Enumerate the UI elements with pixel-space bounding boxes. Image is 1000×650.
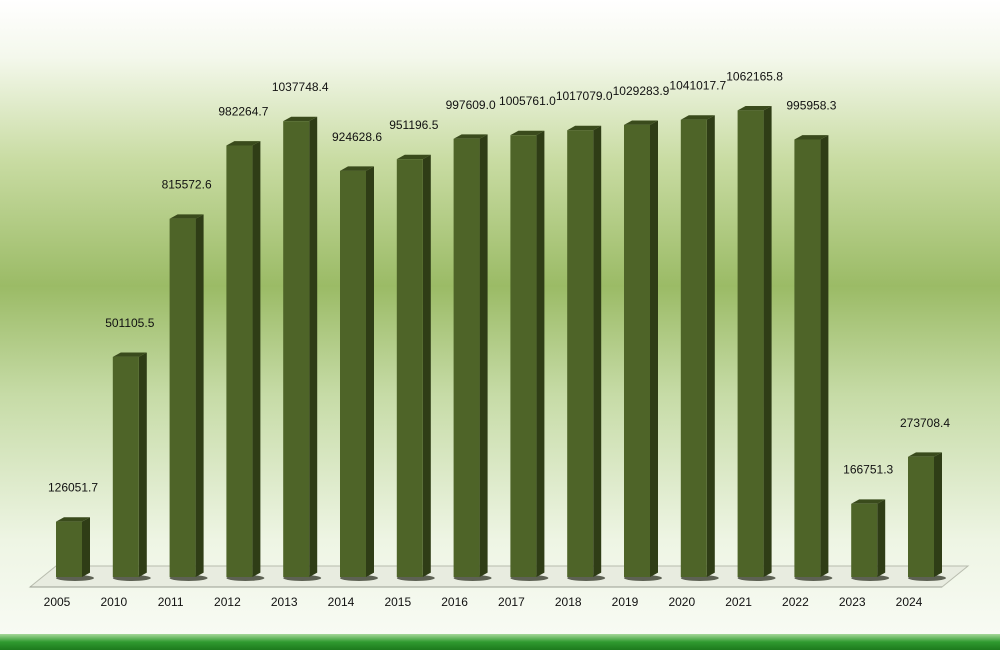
x-tick-2024: 2024	[896, 595, 923, 609]
bar-2005	[56, 521, 82, 577]
bar-side	[593, 125, 602, 578]
bar-top	[794, 135, 829, 140]
bar-2016	[453, 138, 480, 577]
x-tick-2015: 2015	[384, 595, 411, 609]
bar-2024	[908, 456, 934, 577]
x-tick-2019: 2019	[612, 595, 639, 609]
x-tick-2005: 2005	[44, 595, 71, 609]
value-label-2023: 166751.3	[843, 463, 893, 477]
bar-side	[422, 154, 431, 577]
bar-top	[567, 125, 602, 131]
bars-group	[56, 106, 946, 581]
x-tick-2011: 2011	[158, 595, 184, 609]
value-label-2017: 1005761.0	[499, 94, 556, 108]
value-label-2010: 501105.5	[105, 316, 154, 330]
bar-top	[680, 115, 715, 120]
bar-2022	[794, 139, 821, 577]
x-tick-2021: 2021	[725, 595, 752, 609]
bar-side	[650, 120, 658, 577]
value-label-2019: 1029283.9	[613, 84, 670, 98]
bar-2017	[510, 135, 537, 577]
value-label-2013: 1037748.4	[272, 80, 329, 94]
value-label-2011: 815572.6	[162, 178, 212, 192]
x-tick-2017: 2017	[498, 595, 525, 609]
bar-top	[340, 166, 374, 171]
bar-top	[112, 352, 147, 357]
bottom-band	[0, 634, 1000, 650]
x-axis-ticks: 2005 2010 2011 2012 2013 2014 2015 2016 2017 2018…	[44, 595, 923, 609]
x-tick-2016: 2016	[441, 595, 468, 609]
x-tick-2010: 2010	[100, 595, 127, 609]
bar-top	[851, 499, 886, 504]
bar-2010	[112, 356, 139, 577]
chart-background	[0, 0, 1000, 636]
bar-2020	[680, 119, 707, 577]
bar-2015	[396, 159, 423, 578]
value-label-2020: 1041017.7	[669, 79, 726, 93]
bar-2012	[226, 145, 253, 578]
x-tick-2014: 2014	[328, 595, 355, 609]
bar-top	[283, 116, 318, 122]
value-label-2021: 1062165.8	[726, 69, 783, 83]
value-label-2024: 273708.4	[900, 416, 950, 430]
bar-side	[877, 499, 886, 577]
bar-2013	[283, 121, 310, 577]
x-tick-2013: 2013	[271, 595, 298, 609]
bar-side	[536, 130, 545, 577]
bar-top	[396, 154, 431, 160]
bar-side	[763, 106, 772, 577]
bar-2011	[169, 218, 196, 578]
value-label-2005: 126051.7	[48, 481, 98, 495]
x-tick-2023: 2023	[839, 595, 866, 609]
bar-side	[820, 135, 829, 577]
bar-2021	[737, 110, 764, 578]
x-tick-2012: 2012	[214, 595, 241, 609]
bar-top	[510, 130, 545, 136]
bar-2018	[567, 130, 594, 577]
bar-2019	[624, 124, 650, 578]
bar-2014	[340, 170, 366, 578]
value-label-2014: 924628.6	[332, 130, 382, 144]
bar-side	[309, 116, 318, 577]
value-label-2018: 1017079.0	[556, 89, 613, 103]
bar-side	[934, 452, 942, 577]
x-tick-2018: 2018	[555, 595, 582, 609]
x-tick-2020: 2020	[668, 595, 695, 609]
value-label-2022: 995958.3	[786, 98, 836, 112]
bar-side	[366, 166, 374, 577]
value-labels-group: 126051.7 501105.5 815572.6 982264.7 1037748.…	[48, 69, 950, 494]
bar-side	[195, 214, 204, 577]
bar-top	[624, 120, 658, 125]
bar-top	[453, 134, 488, 139]
value-label-2012: 982264.7	[218, 105, 268, 119]
bar-top	[169, 214, 204, 219]
bar-2023	[851, 503, 878, 577]
x-tick-2022: 2022	[782, 595, 809, 609]
bar-side	[252, 141, 261, 577]
bar-top	[56, 517, 90, 522]
bar-side	[138, 352, 147, 577]
value-label-2016: 997609.0	[446, 98, 496, 112]
bar-top	[908, 452, 942, 457]
bar-side	[82, 517, 90, 577]
bar-top	[737, 106, 772, 111]
bar-side	[706, 115, 715, 577]
bar-side	[479, 134, 488, 577]
value-label-2015: 951196.5	[389, 118, 438, 132]
bar-top	[226, 141, 261, 146]
